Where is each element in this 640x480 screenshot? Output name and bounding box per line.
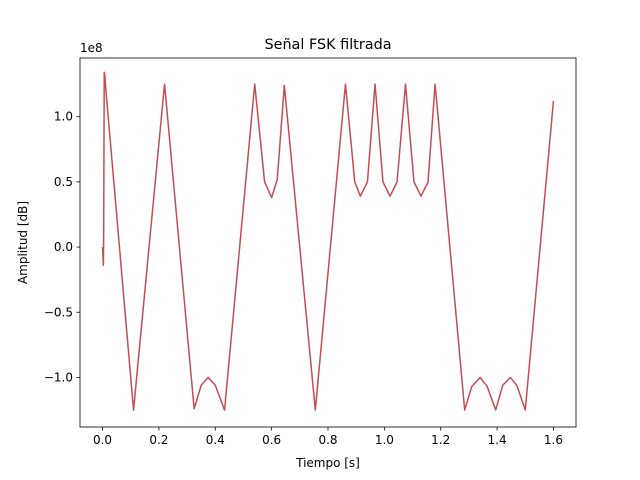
plot-frame [79, 57, 577, 428]
x-tick-label: 1.2 [431, 433, 450, 447]
y-axis: −1.0 −0.5 0.0 0.5 1.0 [44, 110, 80, 384]
x-tick-label: 1.4 [488, 433, 507, 447]
x-axis-label: Tiempo [s] [295, 456, 360, 470]
x-tick-label: 0.8 [318, 433, 337, 447]
y-tick-label: 1.0 [54, 110, 73, 124]
y-tick-label: 0.5 [54, 175, 73, 189]
x-tick-label: 1.0 [375, 433, 394, 447]
y-axis-label: Amplitud [dB] [16, 201, 30, 284]
series-layer [101, 71, 555, 411]
x-tick-label: 0.6 [262, 433, 281, 447]
y-tick-label: −1.0 [44, 370, 73, 384]
x-tick-label: 0.2 [149, 433, 168, 447]
x-axis: 0.0 0.2 0.4 0.6 0.8 1.0 1.2 1.4 1.6 [93, 427, 563, 447]
x-tick-label: 0.0 [93, 433, 112, 447]
x-tick-label: 1.6 [544, 433, 563, 447]
series-line-0 [101, 71, 555, 411]
y-tick-label: −0.5 [44, 305, 73, 319]
chart-title: Señal FSK filtrada [264, 37, 391, 53]
y-tick-label: 0.0 [54, 240, 73, 254]
x-tick-label: 0.4 [206, 433, 225, 447]
y-offset-label: 1e8 [80, 41, 103, 55]
